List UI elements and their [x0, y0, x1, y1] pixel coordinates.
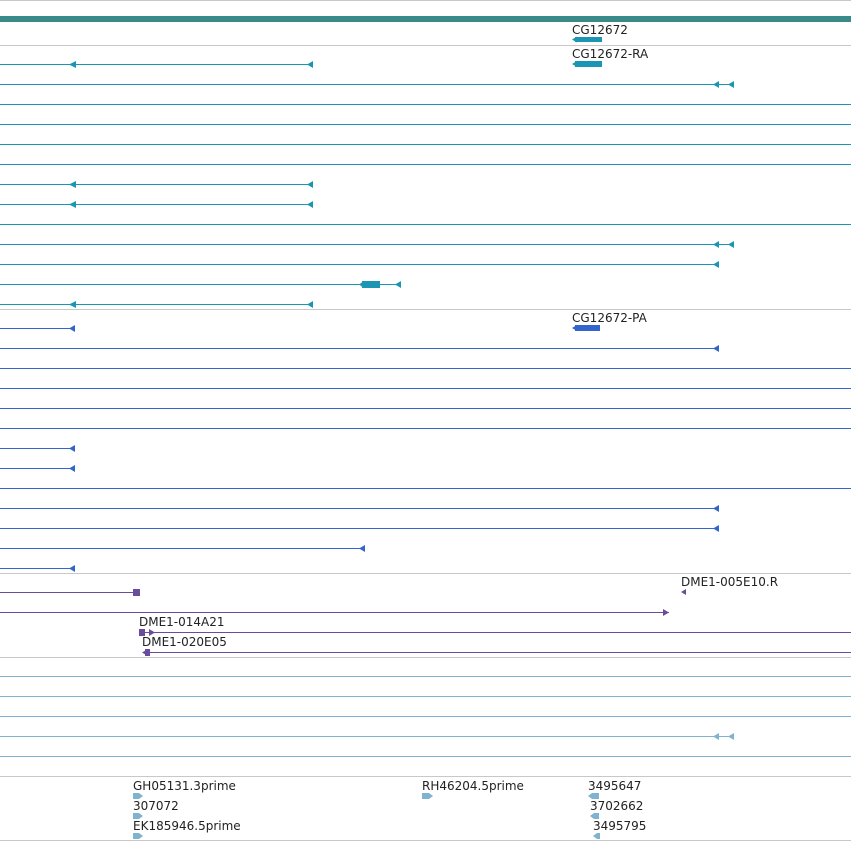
clone-arrowhead — [663, 609, 669, 616]
transcript-alignments — [0, 61, 851, 308]
est-label-1: GH05131.3prime — [133, 779, 236, 793]
protein-label: CG12672-PA — [572, 311, 648, 325]
gene-feature-glyph[interactable] — [575, 37, 602, 42]
alignment-arrowhead — [728, 241, 734, 248]
transcript-track: CG12672-RA — [0, 47, 851, 308]
alignment-arrowhead — [713, 345, 719, 352]
est-feature-glyph[interactable] — [588, 793, 599, 799]
alignment-arrowhead — [69, 201, 76, 208]
alignment-arrowhead — [713, 241, 719, 248]
est-feature-glyph[interactable] — [590, 813, 599, 819]
clone-track: DME1-005E10.R DME1-014A21 DME1-020E05 — [0, 575, 851, 656]
alignment-arrowhead — [713, 81, 719, 88]
alignment-arrowhead — [713, 505, 719, 512]
protein-feature-arrowhead — [572, 325, 577, 331]
alignment-arrowhead — [395, 281, 401, 288]
clone-label-2: DME1-014A21 — [139, 615, 225, 629]
est-feature-glyph[interactable] — [133, 813, 143, 819]
protein-feature-glyph[interactable] — [575, 325, 600, 331]
alignment-block[interactable] — [362, 281, 380, 288]
alignment-arrowhead — [713, 525, 719, 532]
est-alignment-track — [0, 676, 851, 757]
est-label-5: 3495647 — [588, 779, 641, 793]
transcript-feature-arrowhead — [572, 61, 577, 67]
clone-label-3: DME1-020E05 — [142, 635, 227, 649]
alignment-arrowhead — [307, 301, 313, 308]
alignment-arrowhead — [69, 325, 75, 332]
transcript-feature-glyph[interactable] — [575, 61, 602, 67]
alignment-arrowhead — [69, 465, 75, 472]
alignment-arrowhead — [69, 565, 75, 572]
gene-track: CG12672 — [0, 16, 851, 43]
transcript-label: CG12672-RA — [572, 47, 649, 61]
est-feature-glyph[interactable] — [422, 793, 433, 799]
alignment-arrowhead — [713, 733, 719, 740]
clone-label-1: DME1-005E10.R — [681, 575, 778, 589]
alignment-arrowhead — [307, 181, 313, 188]
clone-alignment-block[interactable] — [139, 629, 145, 636]
protein-alignments — [0, 325, 851, 572]
gene-span-bar[interactable] — [0, 16, 851, 22]
protein-track: CG12672-PA — [0, 311, 851, 572]
clone-alignment-block[interactable] — [133, 589, 140, 596]
alignment-arrowhead — [713, 261, 719, 268]
est-feature-track: GH05131.3prime 307072 EK185946.5prime RH… — [133, 779, 646, 839]
est-label-6: 3702662 — [590, 799, 643, 813]
clone-alignment-block[interactable] — [145, 649, 150, 656]
est-feature-glyph[interactable] — [593, 833, 600, 839]
alignment-arrowhead — [69, 445, 75, 452]
gene-feature-arrowhead — [572, 36, 577, 43]
alignment-arrowhead — [69, 61, 76, 68]
alignment-arrowhead — [307, 61, 313, 68]
est-label-4: RH46204.5prime — [422, 779, 524, 793]
clone-feature-arrowhead[interactable] — [681, 589, 686, 595]
est-label-7: 3495795 — [593, 819, 646, 833]
alignment-arrowhead — [307, 201, 313, 208]
est-label-3: EK185946.5prime — [133, 819, 241, 833]
alignment-arrowhead — [69, 301, 76, 308]
alignment-arrowhead — [69, 181, 76, 188]
clone-arrowhead — [149, 629, 155, 636]
alignment-arrowhead — [728, 81, 734, 88]
gene-label: CG12672 — [572, 23, 628, 37]
est-feature-glyph[interactable] — [133, 833, 143, 839]
alignment-arrowhead — [359, 281, 364, 288]
alignment-arrowhead — [728, 733, 734, 740]
est-label-2: 307072 — [133, 799, 179, 813]
alignment-arrowhead — [359, 545, 365, 552]
est-feature-glyph[interactable] — [133, 793, 143, 799]
